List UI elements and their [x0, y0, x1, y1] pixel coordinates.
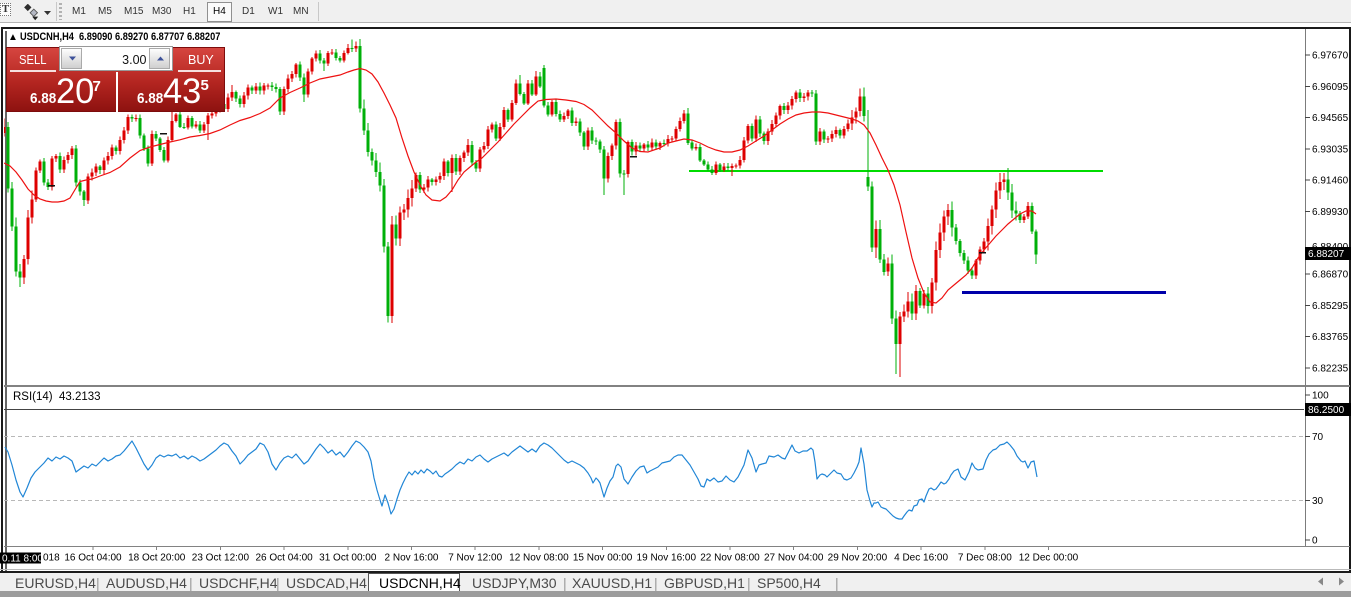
- svg-text:6.93035: 6.93035: [1312, 144, 1349, 155]
- svg-text:23 Oct 12:00: 23 Oct 12:00: [192, 553, 250, 564]
- svg-text:19 Nov 16:00: 19 Nov 16:00: [637, 553, 697, 564]
- svg-text:6.94565: 6.94565: [1312, 113, 1349, 124]
- svg-text:018: 018: [43, 553, 60, 564]
- svg-text:31 Oct 00:00: 31 Oct 00:00: [319, 553, 377, 564]
- svg-text:6.83765: 6.83765: [1312, 332, 1349, 343]
- svg-text:29 Nov 20:00: 29 Nov 20:00: [828, 553, 888, 564]
- svg-text:6.86870: 6.86870: [1312, 270, 1349, 281]
- svg-text:12 Dec 00:00: 12 Dec 00:00: [1019, 553, 1079, 564]
- svg-text:16 Oct 04:00: 16 Oct 04:00: [64, 553, 122, 564]
- svg-text:0.11 8:00: 0.11 8:00: [2, 554, 43, 565]
- svg-text:86.2500: 86.2500: [1308, 405, 1345, 416]
- svg-text:6.88207: 6.88207: [1308, 249, 1345, 260]
- svg-text:27 Nov 04:00: 27 Nov 04:00: [764, 553, 824, 564]
- svg-text:6.82235: 6.82235: [1312, 364, 1349, 375]
- svg-text:12 Nov 08:00: 12 Nov 08:00: [509, 553, 569, 564]
- svg-text:6.85295: 6.85295: [1312, 301, 1349, 312]
- svg-text:6.89930: 6.89930: [1312, 207, 1349, 218]
- svg-text:26 Oct 04:00: 26 Oct 04:00: [255, 553, 313, 564]
- svg-text:6.96095: 6.96095: [1312, 82, 1349, 93]
- svg-text:7 Dec 08:00: 7 Dec 08:00: [958, 553, 1012, 564]
- svg-text:30: 30: [1312, 496, 1324, 507]
- svg-text:4 Dec 16:00: 4 Dec 16:00: [894, 553, 948, 564]
- svg-text:70: 70: [1312, 432, 1324, 443]
- svg-text:6.91460: 6.91460: [1312, 176, 1349, 187]
- svg-text:6.97670: 6.97670: [1312, 51, 1349, 62]
- svg-text:7 Nov 12:00: 7 Nov 12:00: [448, 553, 502, 564]
- svg-text:0: 0: [1312, 536, 1318, 547]
- svg-text:15 Nov 00:00: 15 Nov 00:00: [573, 553, 633, 564]
- svg-text:18 Oct 20:00: 18 Oct 20:00: [128, 553, 186, 564]
- svg-text:2 Nov 16:00: 2 Nov 16:00: [385, 553, 439, 564]
- svg-text:22 Nov 08:00: 22 Nov 08:00: [700, 553, 760, 564]
- svg-text:100: 100: [1312, 391, 1329, 402]
